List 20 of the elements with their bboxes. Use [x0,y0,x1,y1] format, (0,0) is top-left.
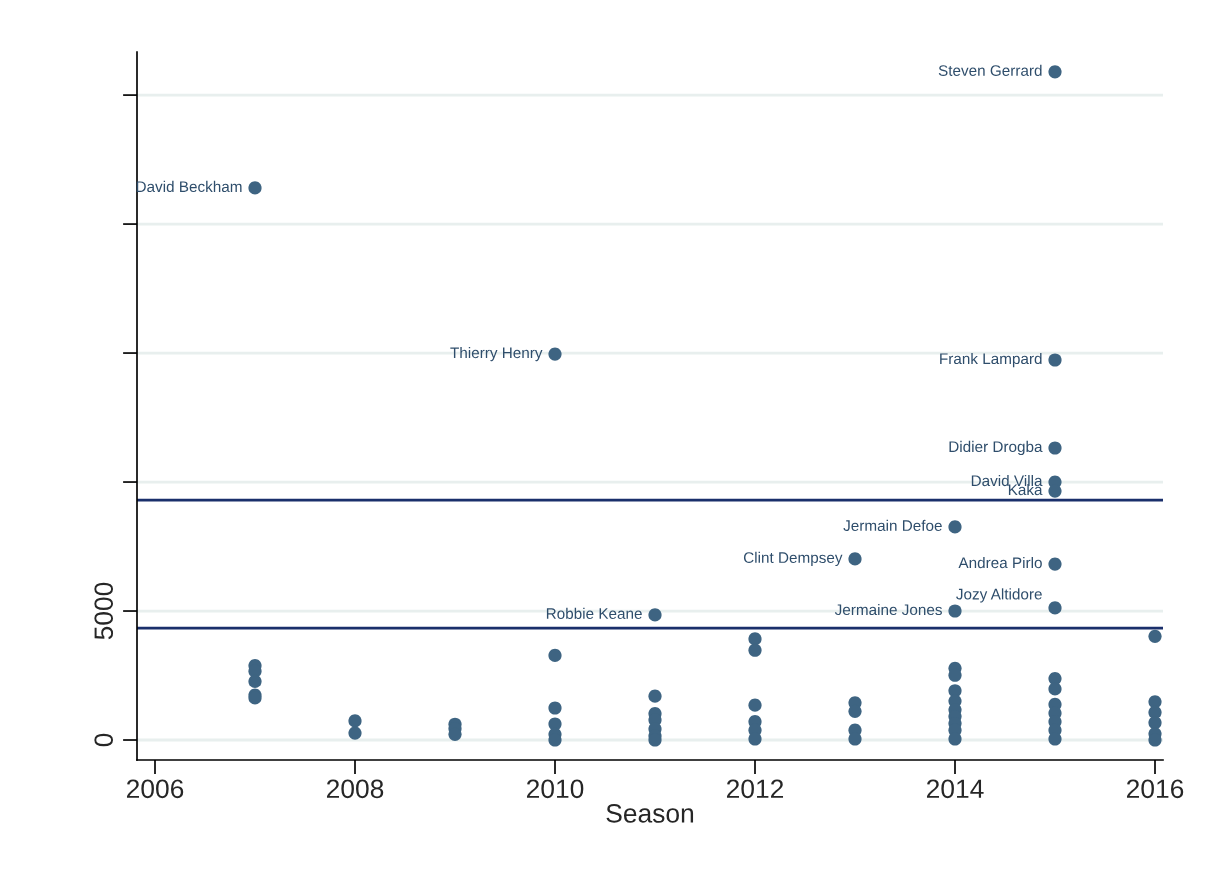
x-tick-label: 2016 [1126,779,1184,799]
annotation: Steven Gerrard [938,64,1042,76]
x-tick-label: 2010 [526,779,584,799]
annotation: Thierry Henry [450,346,543,362]
annotation: Frank Lampard [940,352,1042,368]
x-axis-title: Season [606,804,694,823]
annotation: Kaka [1008,483,1043,496]
x-tick-label: 2014 [926,779,984,799]
annotation: Clint Dempsey [743,551,843,567]
annotation: Jermain Defoe [843,519,942,532]
annotation: Andrea Pirlo [958,556,1042,569]
x-tick-label: 2006 [126,779,184,799]
y-tick-label: 0 [94,733,114,747]
x-tick-label: 2012 [726,779,784,799]
annotation: Jermaine Jones [834,603,942,616]
annotation: Jozy Altidore [956,588,1042,603]
y-tick-label: 5000 [94,582,114,640]
x-tick-label: 2008 [326,779,384,799]
annotation: Robbie Keane [546,607,642,619]
annotation: Didier Drogba [949,440,1043,456]
